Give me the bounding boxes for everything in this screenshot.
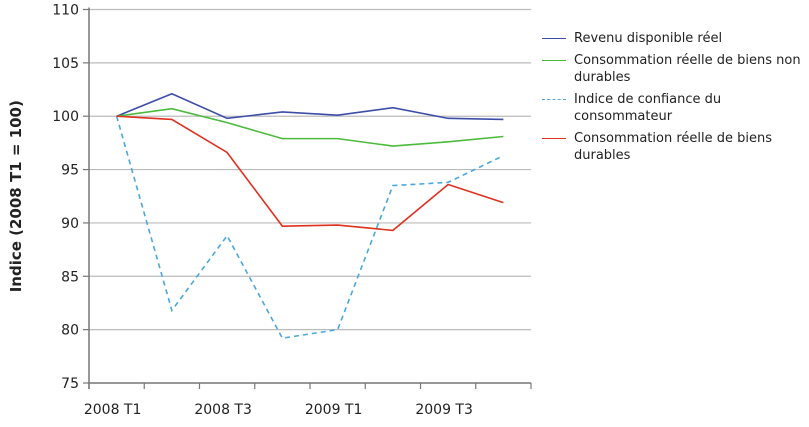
y-tick-label: 80	[61, 323, 79, 339]
x-tick-label: 2009 T1	[305, 402, 363, 418]
y-tick-label: 105	[52, 56, 79, 72]
legend-item: Consommation réelle de biens durables	[542, 130, 809, 164]
legend-swatch	[542, 99, 566, 100]
legend-item: Consommation réelle de biens non durable…	[542, 52, 809, 86]
y-tick-label: 75	[61, 376, 79, 392]
series-line	[116, 92, 504, 121]
y-tick-label: 85	[61, 269, 79, 285]
x-tick-label: 2008 T3	[194, 402, 252, 418]
y-tick-label: 110	[52, 3, 79, 19]
legend-item: Indice de confiance du consommateur	[542, 91, 809, 125]
legend-swatch	[542, 138, 566, 139]
legend-swatch	[542, 60, 566, 61]
series-line	[115, 115, 504, 340]
legend-label: Indice de confiance du consommateur	[574, 92, 722, 124]
y-tick-label: 90	[61, 216, 79, 232]
x-tick-label: 2008 T1	[84, 402, 142, 418]
series-line	[116, 115, 504, 232]
x-tick-label: 2009 T3	[415, 402, 473, 418]
legend-swatch	[542, 38, 566, 39]
y-tick-label: 95	[61, 163, 79, 179]
y-axis-label: Indice (2008 T1 = 100)	[7, 100, 25, 292]
legend-label: Consommation réelle de biens non durable…	[574, 53, 801, 85]
legend: Revenu disponible réel Consommation réell…	[542, 30, 809, 169]
legend-label: Consommation réelle de biens durables	[574, 131, 772, 163]
y-tick-label: 100	[52, 109, 79, 125]
series-line	[116, 107, 504, 147]
legend-label: Revenu disponible réel	[574, 31, 723, 46]
legend-item: Revenu disponible réel	[542, 30, 809, 47]
